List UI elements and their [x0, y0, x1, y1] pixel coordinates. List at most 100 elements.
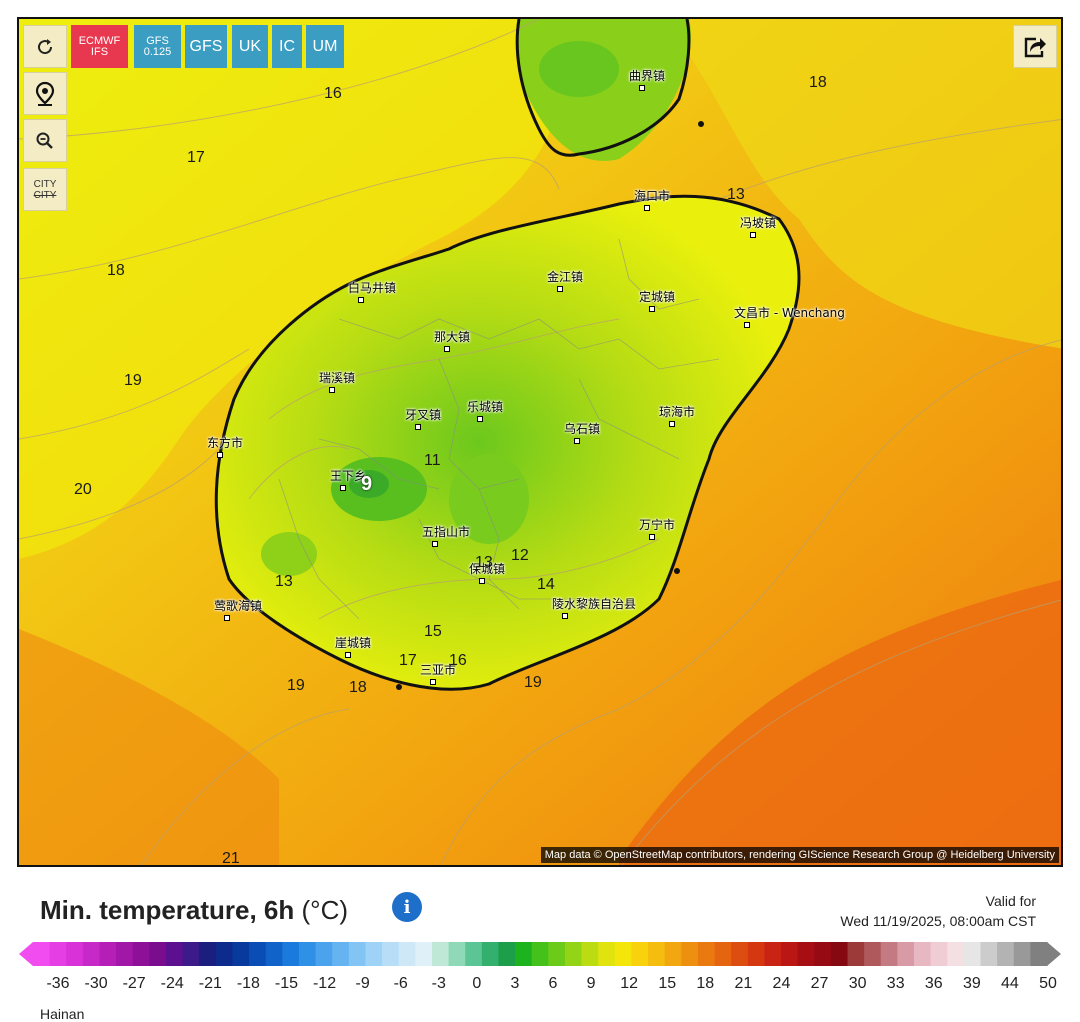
isoline-label: 19 [124, 372, 142, 389]
color-scale-step [415, 942, 433, 966]
city-marker[interactable] [477, 416, 483, 422]
city-label[interactable]: 那大镇 [434, 330, 471, 344]
city-marker[interactable] [430, 679, 436, 685]
color-scale-step [199, 942, 217, 966]
model-button-uk[interactable]: UK [232, 25, 268, 68]
city-marker[interactable] [329, 387, 335, 393]
city-label[interactable]: 莺歌海镇 [214, 599, 263, 613]
color-scale-step [631, 942, 649, 966]
city-marker[interactable] [340, 485, 346, 491]
city-marker[interactable] [649, 534, 655, 540]
model-button-gfs[interactable]: GFS [185, 25, 227, 68]
weather-map[interactable]: CITY CITY ECMWF IFS GFS 0.125 GFS UK IC UM 曲界镇海… [17, 17, 1063, 867]
info-button[interactable]: i [392, 892, 422, 922]
map-attribution[interactable]: Map data © OpenStreetMap contributors, r… [540, 847, 1059, 863]
model-button-gfs-0-125[interactable]: GFS 0.125 [134, 25, 181, 68]
city-marker[interactable] [432, 541, 438, 547]
color-scale-step [731, 942, 749, 966]
refresh-button[interactable] [23, 25, 67, 68]
city-label[interactable]: 海口市 [634, 189, 671, 203]
city-marker[interactable] [649, 306, 655, 312]
isoline-label: 13 [475, 554, 493, 571]
city-label[interactable]: 白马井镇 [348, 281, 397, 295]
model-button-ecmwf-ifs[interactable]: ECMWF IFS [71, 25, 128, 68]
city-label[interactable]: 万宁市 [639, 518, 676, 532]
color-scale-step [814, 942, 832, 966]
city-label[interactable]: 曲界镇 [629, 69, 666, 83]
city-marker[interactable] [345, 652, 351, 658]
color-scale-step [930, 942, 948, 966]
color-scale-step [165, 942, 184, 966]
city-marker[interactable] [744, 322, 750, 328]
share-button[interactable] [1013, 25, 1057, 68]
city-marker[interactable] [574, 438, 580, 444]
city-label[interactable]: 乌石镇 [564, 422, 601, 436]
scale-tick-label: 30 [848, 975, 867, 992]
model-name: UM [312, 37, 338, 55]
scale-tick-label: 50 [1039, 975, 1057, 992]
color-scale-step [963, 942, 982, 966]
city-label[interactable]: 琼海市 [659, 405, 696, 419]
info-icon: i [403, 896, 411, 918]
isoline-label: 21 [222, 850, 240, 867]
city-label[interactable]: 冯坡镇 [740, 216, 777, 230]
color-scale-step [714, 942, 732, 966]
city-label[interactable]: 五指山市 [422, 525, 471, 539]
city-label[interactable]: 三亚市 [420, 663, 457, 677]
model-name: GFS [189, 37, 223, 55]
city-marker[interactable] [358, 297, 364, 303]
color-scale-step [365, 942, 383, 966]
location-button[interactable] [23, 72, 67, 115]
scale-tick-label: 21 [734, 975, 753, 992]
model-button-um[interactable]: UM [306, 25, 344, 68]
city-marker[interactable] [557, 286, 563, 292]
isoline-label: 17 [187, 149, 205, 166]
city-label[interactable]: 乐城镇 [467, 400, 504, 414]
color-scale-step [548, 942, 566, 966]
city-label[interactable]: 崖城镇 [335, 636, 372, 650]
scale-tick-label: 15 [658, 975, 677, 992]
zoom-out-button[interactable] [23, 119, 67, 162]
color-scale-step [249, 942, 267, 966]
color-scale-step [382, 942, 400, 966]
city-marker[interactable] [415, 424, 421, 430]
color-scale-step [33, 942, 51, 966]
scale-tick-label: -27 [122, 975, 146, 992]
model-button-ic[interactable]: IC [272, 25, 302, 68]
color-scale-step [897, 942, 915, 966]
city-marker[interactable] [639, 85, 645, 91]
city-label[interactable]: 陵水黎族自治县 [552, 597, 637, 611]
city-label[interactable]: 王下乡 [330, 469, 367, 483]
color-scale-step [282, 942, 300, 966]
city-marker[interactable] [217, 452, 223, 458]
color-scale-step [348, 942, 367, 966]
temperature-field [19, 19, 1061, 865]
scale-tick-label: -12 [312, 975, 337, 992]
isoline-label: 18 [107, 262, 125, 279]
city-marker[interactable] [644, 205, 650, 211]
city-marker[interactable] [479, 578, 485, 584]
city-marker[interactable] [224, 615, 230, 621]
scale-tick-label: 12 [620, 975, 639, 992]
city-marker[interactable] [562, 613, 568, 619]
city-label[interactable]: 定城镇 [639, 290, 676, 304]
isoline-label: 14 [537, 576, 555, 593]
city-label[interactable]: 东方市 [207, 436, 244, 450]
scale-tick-label: 6 [548, 975, 558, 992]
isoline-label: 12 [511, 547, 529, 564]
color-scale-step [132, 942, 150, 966]
city-marker[interactable] [444, 346, 450, 352]
isoline-label: 18 [809, 74, 827, 91]
color-scale-step [66, 942, 84, 966]
city-label[interactable]: 金江镇 [547, 270, 584, 284]
model-name: ECMWF [78, 34, 121, 47]
city-marker[interactable] [750, 232, 756, 238]
city-label[interactable]: 瑞溪镇 [319, 371, 356, 385]
color-scale-step [481, 942, 500, 966]
city-labels-toggle[interactable]: CITY CITY [23, 168, 67, 211]
city-label[interactable]: 文昌市 - Wenchang [734, 306, 845, 320]
city-marker[interactable] [669, 421, 675, 427]
city-label[interactable]: 保城镇 [469, 562, 506, 576]
isoline-label: 18 [349, 679, 367, 696]
city-label[interactable]: 牙叉镇 [405, 408, 442, 422]
